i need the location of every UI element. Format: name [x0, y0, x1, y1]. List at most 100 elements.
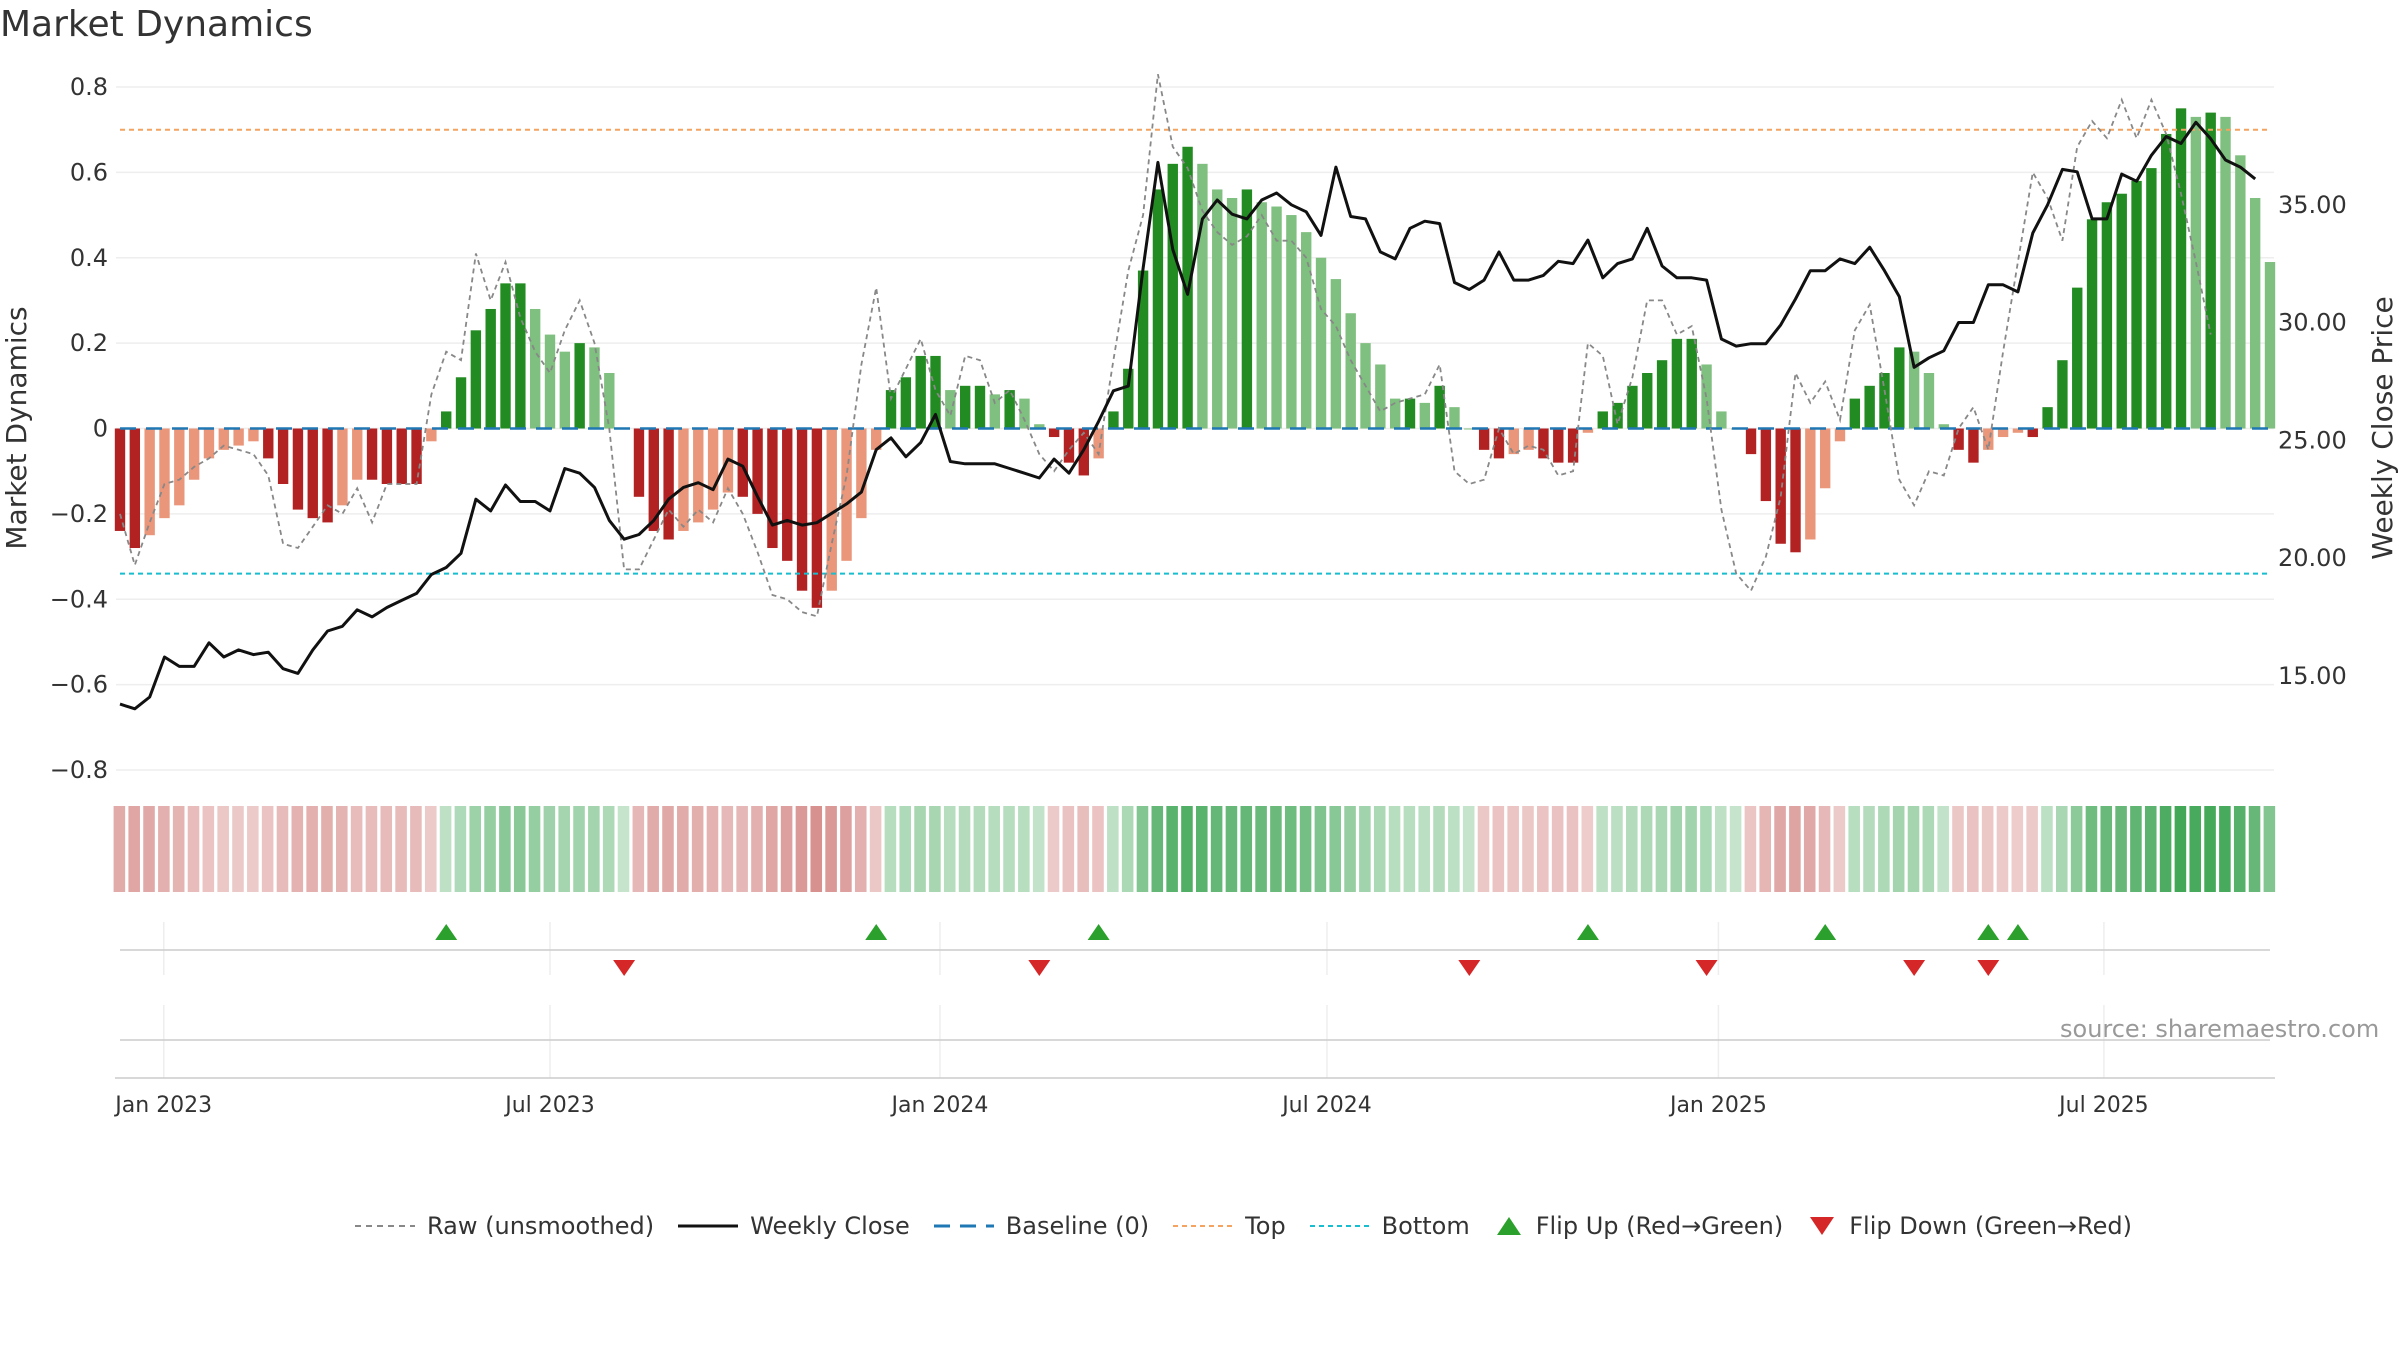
dynamics-bar: [856, 428, 867, 519]
regime-strip-cell: [187, 806, 200, 892]
dynamics-bar: [648, 428, 659, 531]
regime-strip-cell: [365, 806, 378, 892]
dynamics-bar: [1612, 402, 1623, 429]
dynamics-bar: [2072, 287, 2083, 429]
dynamics-bar: [1286, 215, 1297, 429]
regime-strip-cell: [1388, 806, 1401, 892]
regime-strip-cell: [217, 806, 229, 892]
dynamics-bar: [752, 428, 763, 514]
regime-strip-cell: [558, 806, 570, 892]
flip-up-marker: [1087, 924, 1110, 940]
dynamics-bar: [1271, 206, 1282, 429]
x-tick-label: Jan 2025: [1668, 1093, 1767, 1118]
regime-strip-cell: [1121, 806, 1134, 892]
regime-strip-cell: [2174, 806, 2187, 892]
dynamics-bar: [1716, 411, 1727, 429]
regime-strip-cell: [1136, 806, 1149, 892]
dynamics-bar: [441, 411, 452, 429]
dynamics-bar: [529, 308, 541, 429]
dynamics-bars: [114, 108, 2276, 608]
legend-item-close: Weekly Close: [678, 1212, 910, 1240]
y-tick-left: 0.4: [70, 244, 108, 272]
regime-strip-cell: [291, 806, 304, 892]
dynamics-bar: [1493, 428, 1505, 459]
dynamics-bar: [1805, 428, 1816, 540]
dynamics-bar: [826, 428, 837, 591]
legend-label-flip-up: Flip Up (Red→Green): [1535, 1212, 1784, 1240]
legend-item-raw: Raw (unsmoothed): [355, 1212, 654, 1240]
regime-strip-cell: [1566, 806, 1579, 892]
dynamics-bar: [1834, 428, 1846, 442]
y-axis-label-right: Weekly Close Price: [2366, 296, 2399, 559]
regime-strip-cell: [261, 806, 274, 892]
dynamics-bar: [1137, 270, 1149, 429]
legend-label-flip-down: Flip Down (Green→Red): [1849, 1212, 2132, 1240]
dynamics-bar: [1108, 411, 1119, 429]
regime-strip-cell: [247, 806, 259, 892]
dynamics-bar: [411, 428, 422, 484]
dynamics-bar: [574, 343, 585, 429]
dynamics-bar: [218, 428, 229, 450]
dynamics-bar: [233, 428, 244, 446]
dynamics-bar: [1523, 428, 1534, 450]
dynamics-bar: [1686, 338, 1697, 429]
regime-strip-cell: [1151, 806, 1164, 892]
dynamics-bar: [974, 385, 986, 429]
dynamics-bar: [1894, 347, 1905, 429]
dynamics-bar: [455, 377, 467, 429]
regime-strip-cell: [736, 806, 748, 892]
dynamics-bar: [2235, 155, 2246, 429]
regime-strip-cell: [543, 806, 556, 892]
dynamics-bar: [1671, 338, 1683, 429]
regime-strip-cell: [2159, 806, 2172, 892]
regime-strip-cell: [1433, 806, 1445, 892]
dynamics-bar: [796, 428, 808, 591]
flip-down-marker: [613, 960, 636, 976]
regime-strip-cell: [825, 806, 837, 892]
regime-strip-cell: [1878, 806, 1890, 892]
flip-down-marker: [1695, 960, 1718, 976]
regime-strip-cell: [2056, 806, 2068, 892]
y-tick-left: 0: [93, 415, 108, 443]
dynamics-bar: [2086, 219, 2098, 429]
regime-strip-cell: [513, 806, 526, 892]
regime-strip-cell: [1270, 806, 1282, 892]
regime-strip-cell: [1729, 806, 1742, 892]
flip-down-marker: [1028, 960, 1051, 976]
regime-strip-cell: [662, 806, 674, 892]
regime-strip-cell: [113, 806, 126, 892]
regime-strip-cell: [1892, 806, 1905, 892]
flip-markers: [435, 924, 2029, 976]
regime-strip-cell: [1359, 806, 1371, 892]
regime-strip-cell: [1092, 806, 1104, 892]
flip-down-marker: [1458, 960, 1481, 976]
regime-strip-cell: [1418, 806, 1430, 892]
dynamics-bar: [1938, 424, 1949, 429]
dynamics-bar: [989, 394, 1001, 429]
regime-strip-cell: [573, 806, 585, 892]
legend-bottom-line-icon: [1309, 1225, 1370, 1227]
regime-strip-cell: [884, 806, 897, 892]
y-tick-left: 0.8: [70, 73, 108, 101]
regime-strip-cell: [1937, 806, 1949, 892]
dynamics-bar: [129, 428, 141, 549]
dynamics-bar: [1790, 428, 1801, 553]
regime-strip-cell: [1952, 806, 1964, 892]
legend-item-baseline: Baseline (0): [933, 1212, 1149, 1240]
dynamics-bar: [1775, 428, 1786, 544]
dynamics-bar: [2042, 407, 2053, 429]
regime-strip-cell: [410, 806, 422, 892]
y-tick-right: 25.00: [2278, 426, 2347, 454]
dynamics-bar: [1597, 411, 1608, 429]
y-tick-right: 20.00: [2278, 544, 2347, 572]
y-tick-right: 30.00: [2278, 309, 2347, 337]
legend-item-flip-down: Flip Down (Green→Red): [1807, 1212, 2132, 1240]
dynamics-bar: [678, 428, 689, 531]
dynamics-bar: [2116, 193, 2127, 429]
regime-strip-cell: [602, 806, 615, 892]
regime-strip-cell: [1077, 806, 1089, 892]
regime-strip-cell: [1255, 806, 1267, 892]
dynamics-bar: [1983, 428, 1994, 450]
regime-strip-cell: [1003, 806, 1015, 892]
dynamics-bar: [144, 428, 155, 536]
